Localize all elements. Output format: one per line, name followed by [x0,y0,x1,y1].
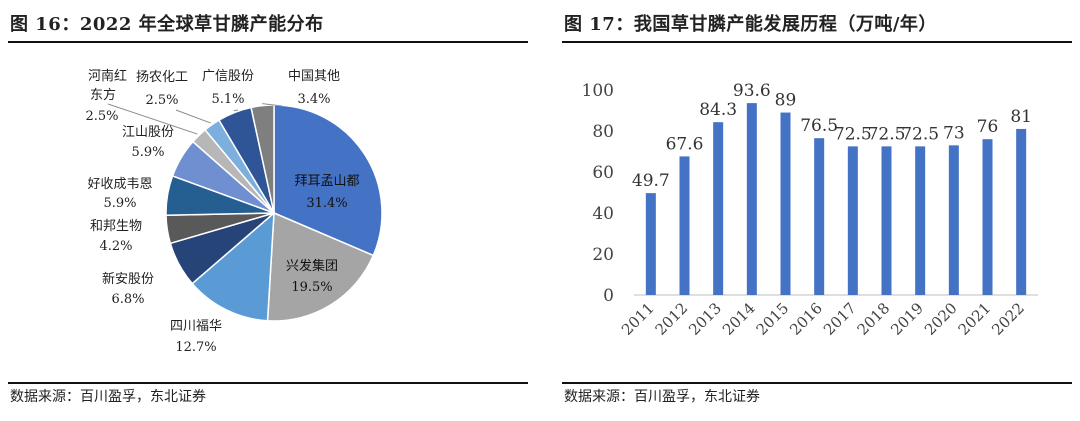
x-tick-label: 2017 [820,299,860,339]
bar [746,103,757,296]
bar [679,156,690,295]
x-tick-label: 2016 [786,299,826,339]
bottom-rule [562,382,1072,384]
pie-slice-label: 江山股份 [122,125,174,140]
bar [915,146,926,295]
bar-value-label: 76.5 [800,116,838,136]
y-tick-label: 40 [592,204,614,224]
pie-slice-value: 5.9% [131,145,164,160]
figure-16-source: 数据来源：百川盈孚，东北证券 [10,389,206,405]
bar [814,138,825,295]
pie-leader-line [107,103,198,135]
x-tick-label: 2018 [854,299,894,339]
figure-16-title: 图 16：2022 年全球草甘膦产能分布 [10,14,324,35]
bar-chart: 0 20 40 60 80 100 49.7 2011 67.6 2012 84.3 2013 93.6… [582,81,1038,339]
y-tick-label: 80 [592,122,614,142]
bar-value-label: 81 [1010,107,1032,127]
pie-slice-label: 拜耳孟山都 [294,174,359,189]
bar-value-label: 73 [943,123,965,143]
x-tick-label: 2020 [921,299,961,339]
pie-slice-value: 2.5% [145,93,178,108]
x-tick-label: 2022 [988,299,1028,339]
x-tick-label: 2019 [887,299,927,339]
right-figure-panel: 图 17：我国草甘膦产能发展历程（万吨/年） 0 20 40 60 80 100 49.7 2… [562,0,1072,421]
figure-17-title: 图 17：我国草甘膦产能发展历程（万吨/年） [564,14,937,35]
pie-slice-value: 31.4% [306,196,347,211]
pie-slice-value: 4.2% [99,239,132,254]
bottom-rule [8,382,528,384]
pie-leader-line [262,103,283,107]
pie-slice-value: 12.7% [175,340,216,355]
bar-value-label: 72.5 [901,124,939,144]
y-tick-label: 60 [592,163,614,183]
pie-leader-line [233,109,239,112]
pie-slice-label: 扬农化工 [136,70,188,85]
pie-slice [191,211,275,322]
pie-slice-value: 19.5% [291,280,332,295]
bar [847,146,858,295]
figure-17-source: 数据来源：百川盈孚，东北证券 [564,389,760,405]
y-tick-label: 20 [592,245,614,265]
pie-slice-value: 3.4% [297,92,330,107]
pie-slice-label: 新安股份 [102,271,154,287]
bar [982,139,993,295]
pie-slice [273,104,383,257]
x-tick-label: 2011 [618,299,658,339]
bar [645,193,656,295]
pie-chart: 拜耳孟山都 31.4% 兴发集团 19.5% 四川福华 12.7% 新安股份 6.8% 和邦生物… [85,68,383,355]
top-rule [562,41,1072,43]
bar-value-label: 89 [775,91,797,111]
x-tick-label: 2013 [685,299,725,339]
bar [780,112,791,295]
pie-slice-label: 河南红 [88,68,127,84]
pie-slice-value: 5.1% [211,92,244,107]
pie-slice-label: 兴发集团 [286,258,338,274]
pie-slice-label: 和邦生物 [90,219,142,234]
bar-value-label: 84.3 [699,100,737,120]
left-figure-panel: 图 16：2022 年全球草甘膦产能分布 拜耳孟山都 31.4% 兴发集团 19.5%… [8,0,528,421]
y-tick-label: 0 [603,286,614,306]
pie-slice-label: 好收成韦恩 [87,177,152,192]
pie-slice-value: 5.9% [103,196,136,211]
x-tick-label: 2015 [753,299,793,339]
bar [881,146,892,295]
y-tick-label: 100 [582,81,614,101]
pie-slice-value: 2.5% [85,109,118,124]
bar-value-label: 93.6 [733,81,771,101]
x-tick-label: 2021 [955,299,995,339]
pie-slice-value: 6.8% [111,292,144,307]
pie-slice-label: 中国其他 [288,69,340,84]
pie-leader-line [175,109,211,124]
bar [948,145,959,295]
bar [713,122,724,295]
bar-value-label: 72.5 [834,124,872,144]
top-rule [8,41,528,43]
pie-slice-label: 广信股份 [202,69,254,84]
bar-value-label: 49.7 [632,171,670,191]
bar-value-label: 67.6 [666,134,704,154]
pie-slice-label: 四川福华 [170,319,222,334]
x-tick-label: 2014 [719,299,759,339]
bar [1016,128,1027,295]
pie-slice-label: 东方 [90,87,116,103]
bar-value-label: 76 [977,117,999,137]
x-tick-label: 2012 [652,299,692,339]
pie-slice [266,211,375,322]
bar-value-label: 72.5 [868,124,906,144]
